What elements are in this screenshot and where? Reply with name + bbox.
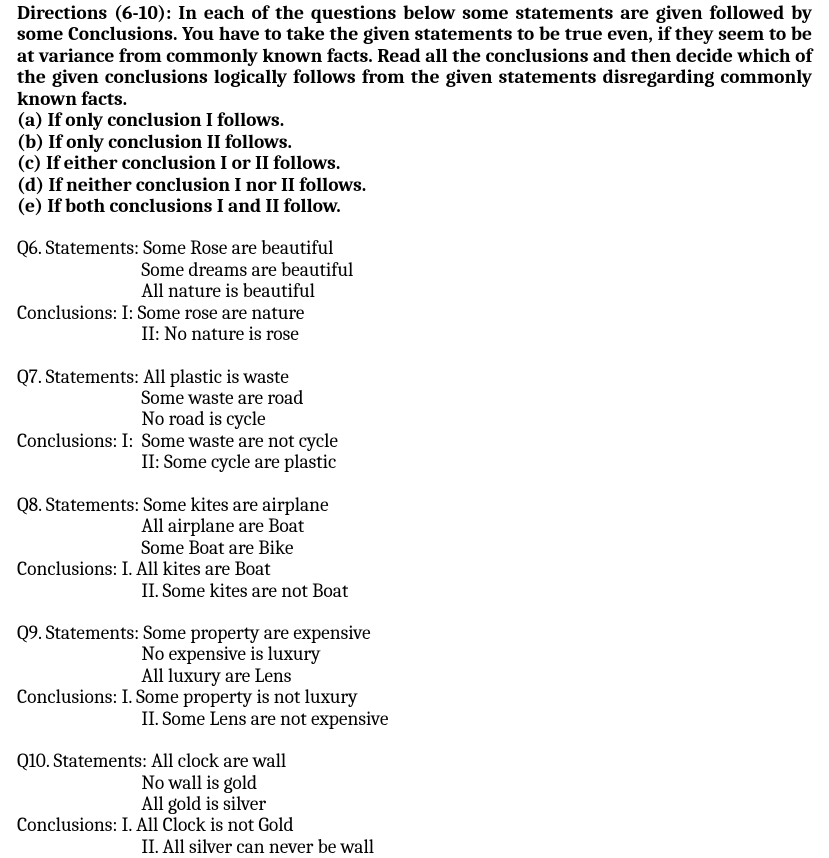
q9-conclusion-1: Conclusions: I. Some property is not lux…	[17, 686, 812, 707]
option-a: (a) If only conclusion I follows.	[17, 109, 812, 130]
q10-conclusion-2: II. All silver can never be wall	[17, 836, 812, 857]
option-d: (d) If neither conclusion I nor II follo…	[17, 174, 812, 195]
q6-conclusion-2: II: No nature is rose	[17, 323, 812, 344]
question-8: Q8. Statements: Some kites are airplane …	[17, 494, 812, 601]
q9-statement-1: Q9. Statements: Some property are expens…	[17, 622, 812, 643]
question-6: Q6. Statements: Some Rose are beautiful …	[17, 237, 812, 344]
page: Directions (6-10): In each of the questi…	[0, 0, 829, 857]
q6-statement-3: All nature is beautiful	[17, 280, 812, 301]
option-e: (e) If both conclusions I and II follow.	[17, 195, 812, 216]
q7-conclusion-1: Conclusions: I: Some waste are not cycle	[17, 430, 812, 451]
q9-conclusion-2: II. Some Lens are not expensive	[17, 708, 812, 729]
q10-statement-3: All gold is silver	[17, 793, 812, 814]
q8-statement-2: All airplane are Boat	[17, 515, 812, 536]
q10-statement-2: No wall is gold	[17, 772, 812, 793]
q7-conclusion-2: II: Some cycle are plastic	[17, 451, 812, 472]
q8-conclusion-2: II. Some kites are not Boat	[17, 580, 812, 601]
option-c: (c) If either conclusion I or II follows…	[17, 152, 812, 173]
q8-conclusion-1: Conclusions: I. All kites are Boat	[17, 558, 812, 579]
q8-statement-1: Q8. Statements: Some kites are airplane	[17, 494, 812, 515]
q6-statement-2: Some dreams are beautiful	[17, 259, 812, 280]
question-7: Q7. Statements: All plastic is waste Som…	[17, 366, 812, 473]
option-b: (b) If only conclusion II follows.	[17, 131, 812, 152]
q9-statement-3: All luxury are Lens	[17, 665, 812, 686]
answer-options: (a) If only conclusion I follows. (b) If…	[17, 109, 812, 216]
question-10: Q10. Statements: All clock are wall No w…	[17, 750, 812, 857]
q6-statement-1: Q6. Statements: Some Rose are beautiful	[17, 237, 812, 258]
directions-text: Directions (6-10): In each of the questi…	[17, 2, 812, 109]
q7-statement-3: No road is cycle	[17, 408, 812, 429]
q9-statement-2: No expensive is luxury	[17, 643, 812, 664]
question-9: Q9. Statements: Some property are expens…	[17, 622, 812, 729]
q7-statement-2: Some waste are road	[17, 387, 812, 408]
q6-conclusion-1: Conclusions: I: Some rose are nature	[17, 302, 812, 323]
q8-statement-3: Some Boat are Bike	[17, 537, 812, 558]
q7-statement-1: Q7. Statements: All plastic is waste	[17, 366, 812, 387]
q10-statement-1: Q10. Statements: All clock are wall	[17, 750, 812, 771]
q10-conclusion-1: Conclusions: I. All Clock is not Gold	[17, 814, 812, 835]
